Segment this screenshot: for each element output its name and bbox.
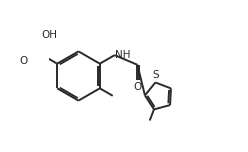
Text: NH: NH xyxy=(115,50,131,60)
Text: S: S xyxy=(152,70,159,80)
Text: O: O xyxy=(19,56,28,66)
Text: O: O xyxy=(133,81,142,92)
Text: OH: OH xyxy=(41,30,57,40)
